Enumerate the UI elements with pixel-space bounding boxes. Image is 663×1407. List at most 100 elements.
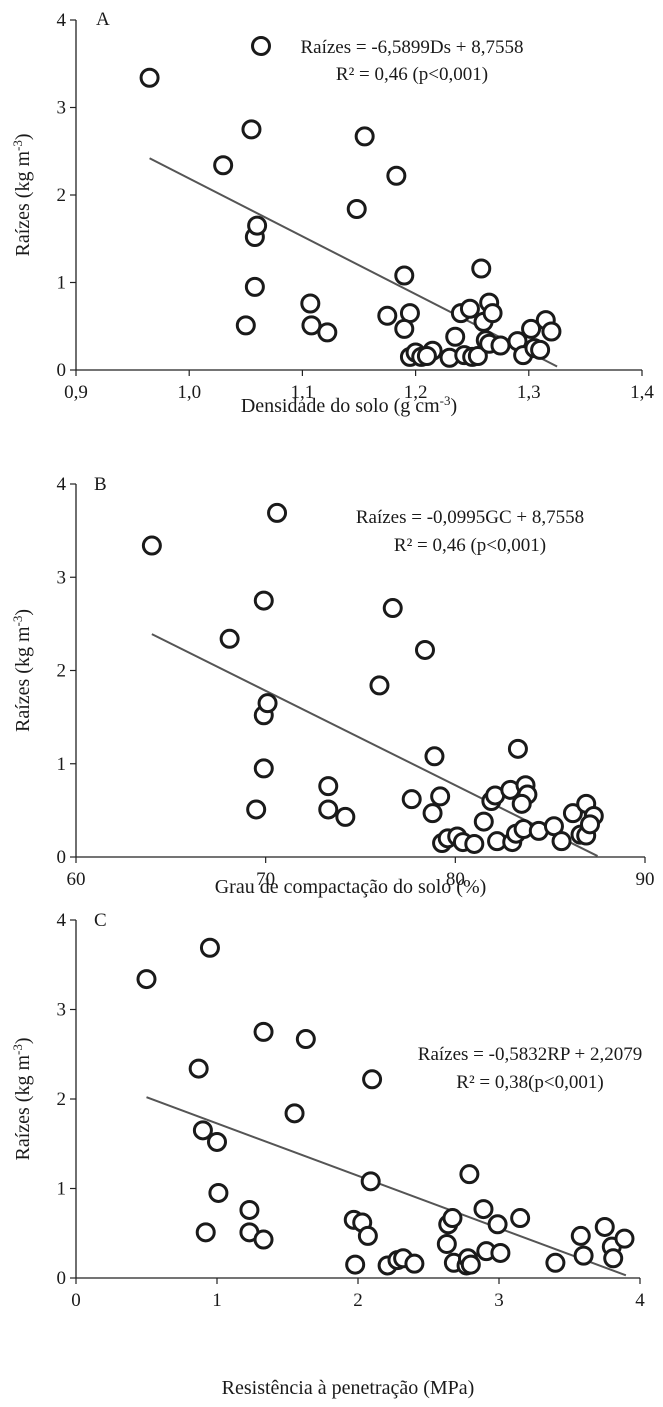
chart-panel-a: 0 1 2 3 4 0,9 1,0 1,1 1,2 1,3 1,4 A Densidade do sol… [10, 9, 655, 417]
data-point [394, 318, 415, 339]
data-point [459, 298, 480, 319]
data-point [244, 276, 265, 297]
data-point [394, 265, 415, 286]
data-point [241, 119, 262, 140]
y-tick-label: 0 [57, 847, 67, 868]
y-tick-label: 3 [57, 567, 67, 588]
data-point [404, 1253, 425, 1274]
data-point [541, 321, 562, 342]
data-point [570, 1225, 591, 1246]
x-tick-label: 80 [446, 869, 465, 890]
x-tick-label: 0,9 [64, 382, 88, 403]
data-point [473, 811, 494, 832]
x-tick-label: 1 [212, 1290, 222, 1311]
data-point [382, 598, 403, 619]
x-axis-label: Densidade do solo (g cm-3) [241, 393, 457, 418]
data-point [490, 335, 511, 356]
data-point [267, 502, 288, 523]
x-tick-label: 1,4 [630, 382, 654, 403]
data-point [239, 1199, 260, 1220]
data-point [219, 628, 240, 649]
data-point [301, 315, 322, 336]
data-point [482, 303, 503, 324]
data-point [354, 126, 375, 147]
x-tick-label: 1,0 [177, 382, 201, 403]
data-point [188, 1058, 209, 1079]
data-point [141, 535, 162, 556]
y-tick-label: 4 [57, 10, 67, 31]
data-point [199, 937, 220, 958]
data-point [284, 1103, 305, 1124]
y-tick-label: 0 [57, 1268, 67, 1289]
data-point [253, 1021, 274, 1042]
data-point [300, 293, 321, 314]
data-point [357, 1225, 378, 1246]
data-point [195, 1222, 216, 1243]
x-axis-label: Grau de compactação do solo (%) [215, 876, 487, 898]
r-squared-label: R² = 0,46 (p<0,001) [394, 535, 546, 556]
panel-label: A [96, 9, 110, 30]
y-axis-label: Raízes (kg m-3) [10, 1037, 35, 1160]
y-tick-label: 4 [57, 474, 67, 495]
data-point [473, 1199, 494, 1220]
trend-line [149, 157, 558, 368]
x-tick-label: 1,1 [291, 382, 315, 403]
x-tick-label: 70 [256, 869, 275, 890]
data-point [430, 786, 451, 807]
data-point [445, 326, 466, 347]
x-tick-label: 1,3 [517, 382, 541, 403]
x-tick-label: 2 [353, 1290, 363, 1311]
r-squared-label: R² = 0,46 (p<0,001) [336, 64, 488, 85]
data-point [208, 1182, 229, 1203]
data-point [562, 803, 583, 824]
data-point [136, 969, 157, 990]
data-point [235, 315, 256, 336]
x-tick-label: 4 [635, 1290, 645, 1311]
data-point [490, 1242, 511, 1263]
data-point [459, 1164, 480, 1185]
r-squared-label: R² = 0,38(p<0,001) [456, 1072, 603, 1093]
data-point [487, 1214, 508, 1235]
y-axis-label: Raízes (kg m-3) [10, 609, 35, 732]
data-point [551, 831, 572, 852]
data-point [507, 738, 528, 759]
data-point [521, 318, 542, 339]
data-point [467, 346, 488, 366]
data-point [253, 1229, 274, 1250]
y-tick-label: 4 [57, 910, 67, 931]
data-point [360, 1171, 381, 1192]
x-tick-label: 90 [636, 869, 655, 890]
x-tick-label: 60 [67, 869, 86, 890]
data-point [192, 1120, 213, 1141]
data-point [317, 322, 338, 343]
data-point [414, 639, 435, 660]
x-tick-label: 3 [494, 1290, 504, 1311]
data-point [346, 199, 367, 219]
data-point [377, 305, 398, 326]
y-axis-label: Raízes (kg m-3) [10, 133, 35, 256]
panel-label: C [94, 910, 107, 931]
y-tick-label: 3 [57, 98, 67, 119]
data-point [247, 215, 268, 236]
data-point [579, 814, 600, 835]
data-point [436, 1233, 457, 1254]
y-tick-label: 2 [57, 185, 67, 206]
data-point [345, 1254, 366, 1275]
data-point [246, 799, 267, 820]
data-point [213, 155, 234, 176]
data-point [207, 1131, 227, 1152]
data-point [442, 1208, 463, 1229]
data-point [510, 1208, 531, 1229]
chart-panel-c: 0 1 2 3 4 0 1 2 3 4 C Resistência à penetração (MPa… [10, 910, 646, 1399]
regression-equation: Raízes = -6,5899Ds + 8,7558 [300, 37, 523, 58]
data-point [573, 1245, 594, 1266]
x-axis-label: Resistência à penetração (MPa) [222, 1377, 475, 1399]
panel-label: B [94, 474, 107, 495]
y-tick-label: 2 [57, 1089, 67, 1110]
regression-equation: Raízes = -0,5832RP + 2,2079 [418, 1044, 642, 1065]
data-point [369, 675, 390, 696]
data-point [386, 165, 407, 186]
data-point [594, 1216, 615, 1237]
data-point [362, 1069, 383, 1090]
